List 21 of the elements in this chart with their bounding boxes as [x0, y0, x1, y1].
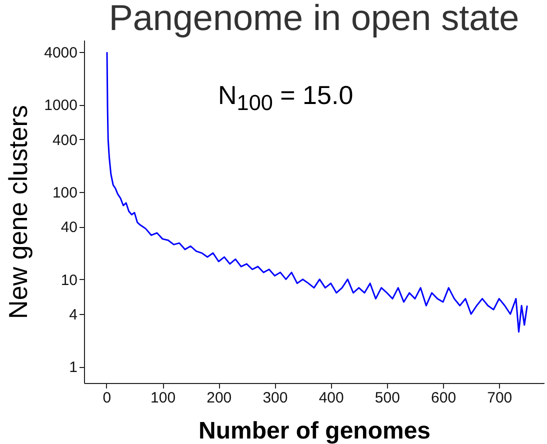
- x-tick-label: 600: [431, 390, 456, 406]
- y-tick-label: 1: [69, 359, 78, 376]
- y-tick-label: 400: [52, 132, 78, 149]
- y-tick-label: 1000: [44, 97, 78, 114]
- x-tick-label: 300: [262, 390, 288, 406]
- y-tick-label: 100: [52, 184, 78, 202]
- x-axis-title: Number of genomes: [198, 418, 431, 444]
- x-tick-label: 0: [102, 390, 112, 406]
- y-tick-label: 4000: [44, 44, 78, 62]
- y-tick-label: 4: [69, 306, 78, 324]
- y-tick-label: 10: [60, 272, 78, 289]
- x-tick-label: 100: [150, 390, 176, 406]
- x-tick-label: 400: [318, 390, 344, 406]
- x-tick-label: 700: [487, 390, 512, 406]
- annotation: N$_{100}$ = 15.0: [218, 80, 354, 116]
- x-tick-label: 200: [206, 390, 232, 406]
- y-tick-label: 40: [60, 219, 78, 236]
- line-series: [106, 51, 528, 333]
- chart-title: Pangenome in open state: [108, 0, 520, 38]
- x-tick-label: 500: [374, 390, 400, 406]
- y-axis-title: New gene clusters: [3, 105, 34, 319]
